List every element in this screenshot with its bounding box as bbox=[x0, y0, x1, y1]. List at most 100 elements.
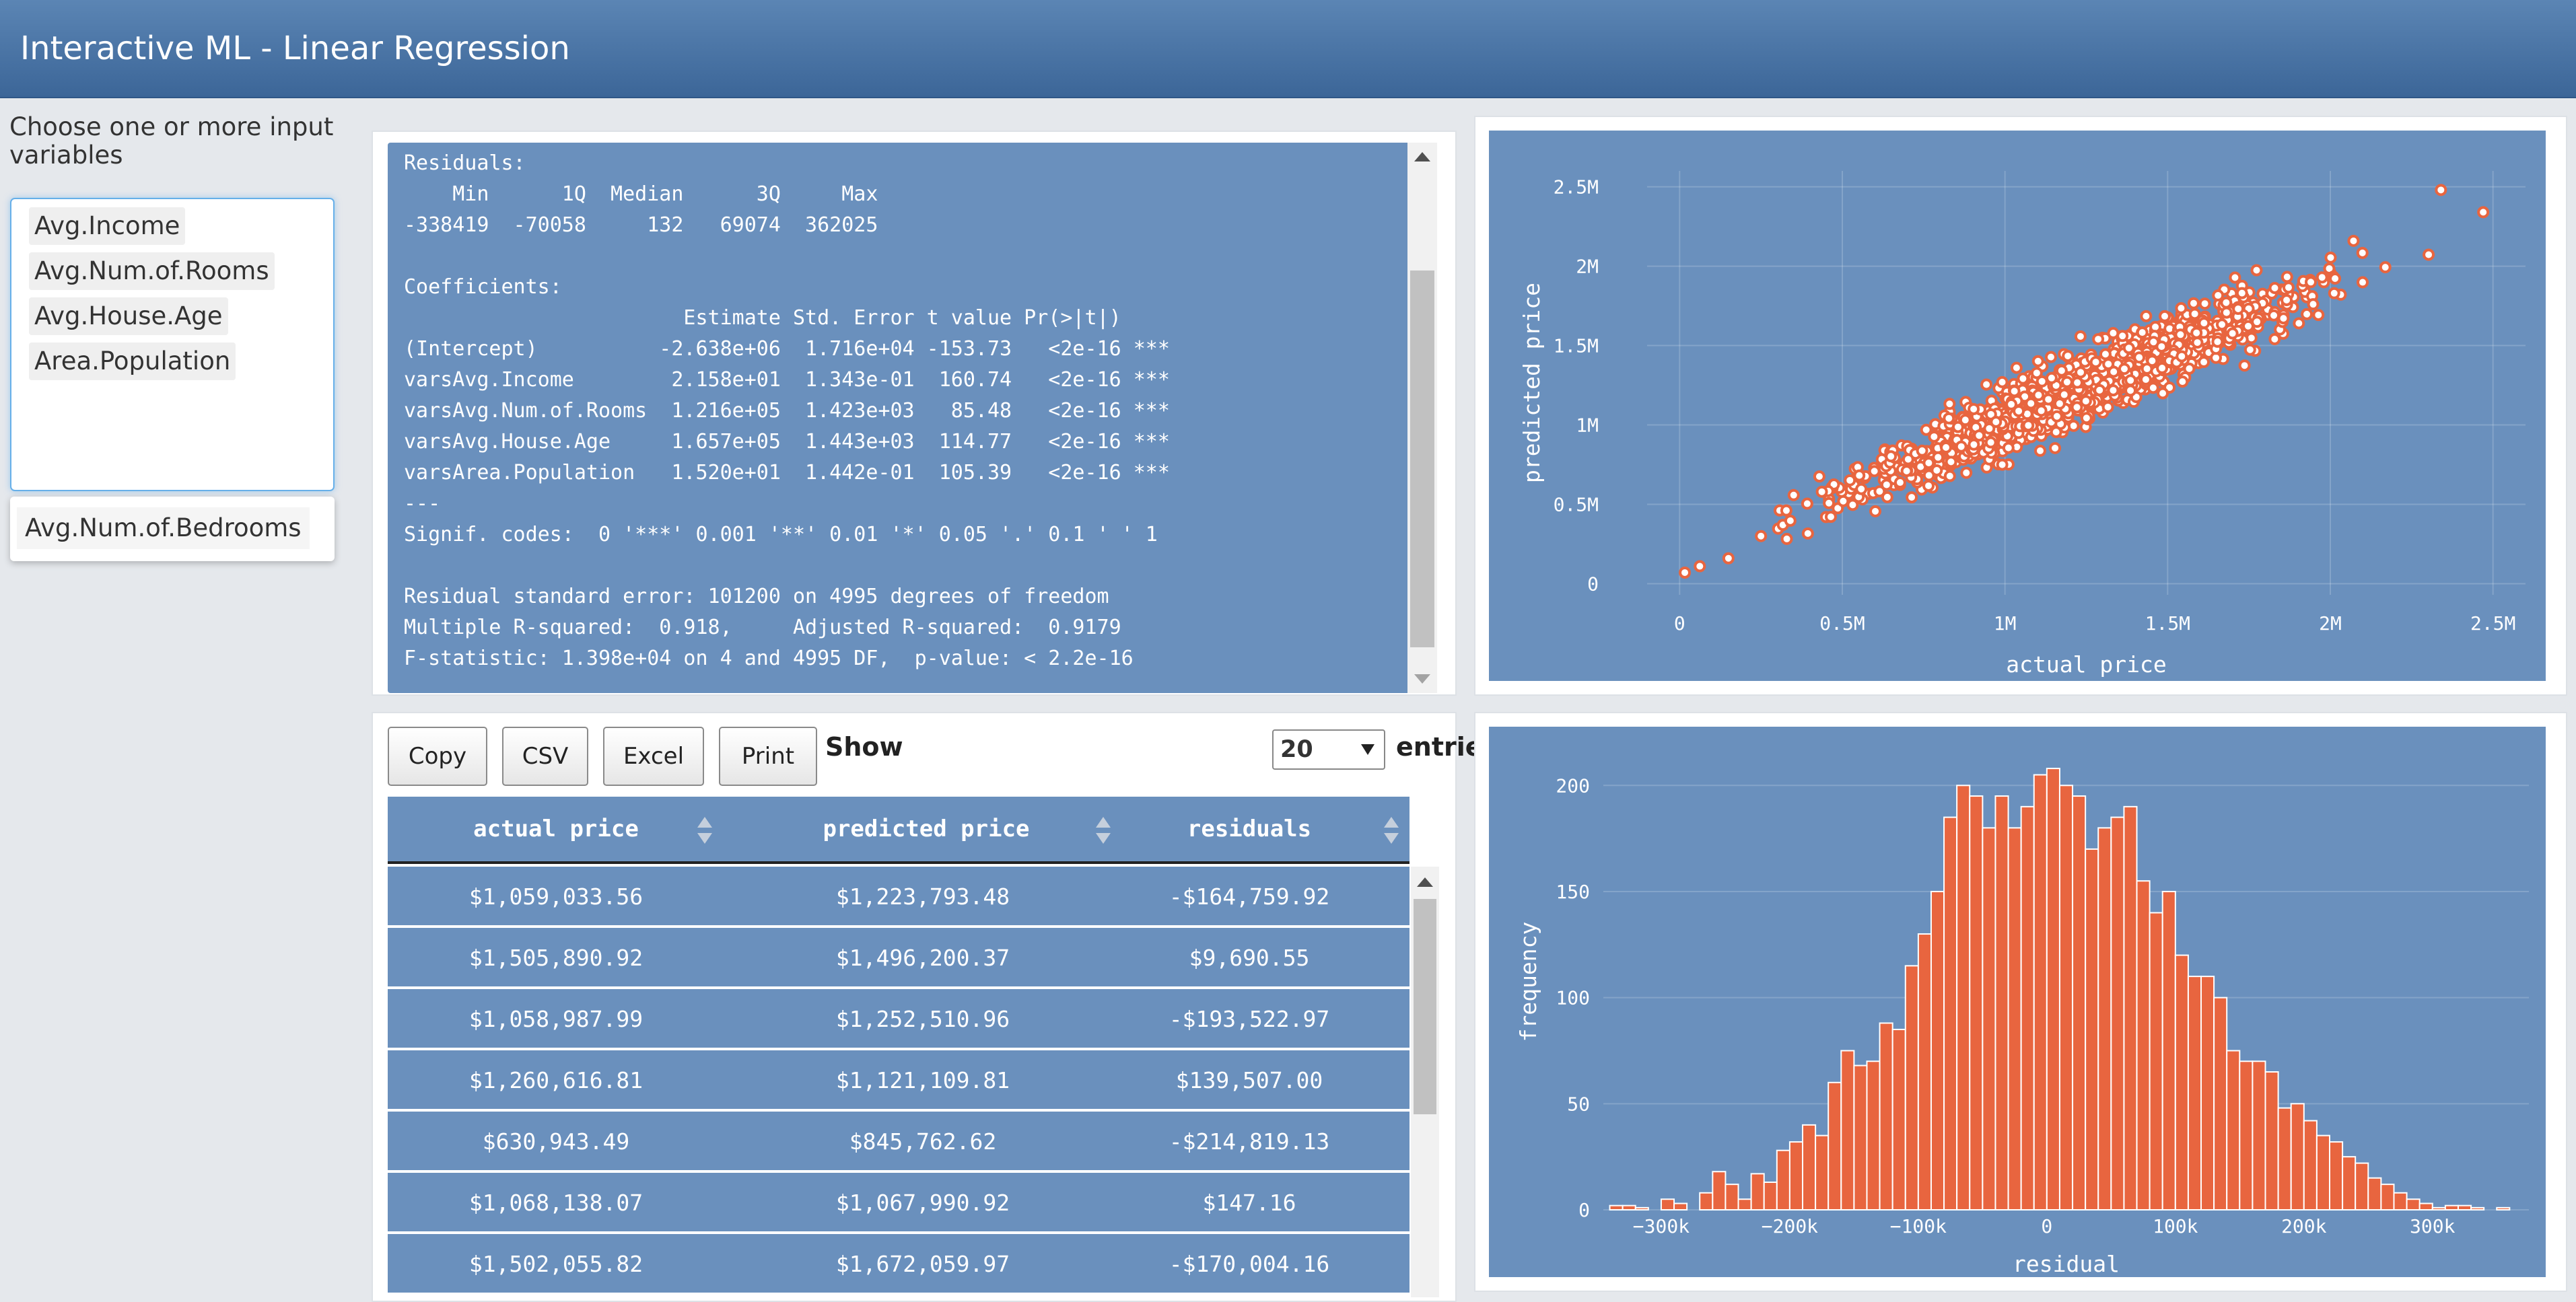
scatter-point bbox=[2211, 335, 2224, 348]
scatter-point bbox=[1916, 444, 1928, 457]
scatter-point bbox=[2176, 375, 2189, 388]
cell-predicted-price: $1,067,990.92 bbox=[835, 1190, 1010, 1216]
histogram-bar bbox=[1956, 785, 1971, 1211]
column-header-predicted-price[interactable]: predicted price bbox=[823, 816, 1030, 842]
scatter-point bbox=[2108, 365, 2120, 378]
selected-chip[interactable]: Area.Population bbox=[29, 342, 236, 380]
histogram-plot-area: −300k −200k −100k 0 100k 200k 300k 0 50 100 150 20… bbox=[1489, 727, 2546, 1277]
scatter-point bbox=[1780, 504, 1792, 517]
scatter-point bbox=[2229, 271, 2241, 284]
scatter-point bbox=[1787, 489, 1800, 501]
sidebar: Choose one or more input variables Avg.I… bbox=[0, 98, 353, 1302]
scatter-point bbox=[2107, 384, 2120, 397]
histogram-bar bbox=[2149, 912, 2163, 1210]
y-tick-label: 0.5M bbox=[1554, 494, 1599, 516]
scatter-point bbox=[1968, 438, 1980, 451]
sort-icon[interactable] bbox=[697, 817, 712, 844]
caret-down-icon bbox=[1361, 744, 1374, 755]
histogram-bar bbox=[2303, 1120, 2318, 1210]
sort-icon[interactable] bbox=[1096, 817, 1111, 844]
table-panel: Copy CSV Excel Print Show 20 entries act… bbox=[372, 712, 1498, 1302]
input-variables-select[interactable]: Avg.Income Avg.Num.of.Rooms Avg.House.Ag… bbox=[10, 198, 335, 491]
selected-chip[interactable]: Avg.Income bbox=[29, 207, 186, 245]
table-row[interactable]: $1,505,890.92 $1,496,200.37 $9,690.55 bbox=[388, 928, 1409, 988]
scatter-point bbox=[2198, 356, 2211, 369]
histogram-bar bbox=[1763, 1182, 1778, 1210]
scatter-point bbox=[2136, 326, 2149, 339]
x-tick-label: −100k bbox=[1890, 1215, 1947, 1237]
scatter-point bbox=[1853, 469, 1866, 482]
scatter-point bbox=[2235, 287, 2248, 299]
scatter-point bbox=[2241, 320, 2254, 332]
table-scrollbar[interactable] bbox=[1411, 867, 1439, 1297]
column-header-actual-price[interactable]: actual price bbox=[473, 816, 639, 842]
y-tick-label: 1.5M bbox=[1554, 335, 1599, 357]
table-row[interactable]: $1,068,138.07 $1,067,990.92 $147.16 bbox=[388, 1173, 1409, 1233]
scatter-panel: 0 0.5M 1M 1.5M 2M 2.5M 0 0.5M 1M 1.5M 2M 2.5M actu… bbox=[1474, 116, 2567, 696]
excel-button[interactable]: Excel bbox=[603, 727, 704, 786]
scatter-point bbox=[2033, 444, 2046, 457]
scatter-point bbox=[2159, 310, 2171, 322]
scatter-point bbox=[2035, 404, 2048, 417]
table-row[interactable]: $1,260,616.81 $1,121,109.81 $139,507.00 bbox=[388, 1050, 1409, 1110]
scatter-point bbox=[1722, 552, 1735, 565]
print-button[interactable]: Print bbox=[719, 727, 817, 786]
selected-chip[interactable]: Avg.Num.of.Rooms bbox=[29, 252, 275, 290]
histogram-bar bbox=[2393, 1192, 2408, 1211]
scatter-point bbox=[2477, 206, 2490, 219]
scatter-point bbox=[2175, 301, 2188, 314]
histogram-bar bbox=[2328, 1141, 2344, 1211]
scatter-point bbox=[1943, 470, 1956, 482]
histogram-bar bbox=[2418, 1202, 2433, 1211]
scatter-point bbox=[2032, 389, 2045, 402]
scatter-point bbox=[2243, 343, 2256, 356]
histogram-bar bbox=[1712, 1171, 1727, 1210]
scatter-point bbox=[2139, 373, 2152, 386]
histogram-bar bbox=[2496, 1206, 2511, 1210]
dropdown-option[interactable]: Avg.Num.of.Bedrooms bbox=[17, 507, 310, 549]
histogram-bar bbox=[2431, 1206, 2446, 1210]
table-row[interactable]: $1,059,033.56 $1,223,793.48 -$164,759.92 bbox=[388, 867, 1409, 927]
scroll-thumb[interactable] bbox=[1414, 899, 1436, 1114]
histogram-bar bbox=[2174, 954, 2189, 1210]
sort-icon[interactable] bbox=[1384, 817, 1399, 844]
scroll-thumb[interactable] bbox=[1410, 270, 1434, 647]
histogram-x-axis-label: residual bbox=[2013, 1251, 2120, 1277]
scatter-point bbox=[2215, 318, 2228, 331]
regression-summary: Residuals: Min 1Q Median 3Q Max -338419 … bbox=[388, 143, 1424, 693]
table-row[interactable]: $630,943.49 $845,762.62 -$214,819.13 bbox=[388, 1112, 1409, 1171]
scatter-point bbox=[1951, 421, 1964, 433]
scatter-point bbox=[1893, 476, 1906, 489]
scatter-point bbox=[1960, 466, 1973, 479]
histogram-bar bbox=[1673, 1202, 1688, 1211]
scatter-point bbox=[1881, 491, 1893, 503]
y-tick-label: 0 bbox=[1587, 573, 1599, 595]
scatter-point bbox=[1959, 414, 1972, 427]
histogram-bar bbox=[1891, 1028, 1906, 1210]
selected-chip[interactable]: Avg.House.Age bbox=[29, 297, 228, 335]
csv-button[interactable]: CSV bbox=[502, 727, 588, 786]
x-tick-label: 1M bbox=[1994, 612, 2017, 635]
scatter-point bbox=[1755, 530, 1768, 542]
scatter-point bbox=[1973, 429, 1986, 442]
scatter-point bbox=[2099, 348, 2112, 361]
histogram-bar bbox=[2007, 827, 2022, 1211]
histogram-bar bbox=[1725, 1184, 1739, 1211]
scroll-up-arrow-icon[interactable] bbox=[1414, 152, 1430, 161]
scatter-point bbox=[1868, 465, 1881, 478]
scatter-point bbox=[2060, 375, 2073, 388]
summary-scrollbar[interactable] bbox=[1407, 143, 1437, 693]
scroll-up-arrow-icon[interactable] bbox=[1417, 877, 1433, 887]
table-row[interactable]: $1,502,055.82 $1,672,059.97 -$170,004.16 bbox=[388, 1234, 1409, 1294]
scatter-point bbox=[2008, 385, 2021, 398]
copy-button[interactable]: Copy bbox=[388, 727, 487, 786]
scatter-point bbox=[2316, 271, 2328, 284]
scatter-point bbox=[2379, 261, 2392, 274]
histogram-bar bbox=[2097, 827, 2112, 1211]
entries-select[interactable]: 20 bbox=[1272, 729, 1385, 770]
scatter-point bbox=[2281, 294, 2293, 307]
histogram-bar bbox=[2213, 997, 2228, 1210]
column-header-residuals[interactable]: residuals bbox=[1187, 816, 1312, 842]
table-row[interactable]: $1,058,987.99 $1,252,510.96 -$193,522.97 bbox=[388, 989, 1409, 1049]
scroll-down-arrow-icon[interactable] bbox=[1414, 674, 1430, 684]
